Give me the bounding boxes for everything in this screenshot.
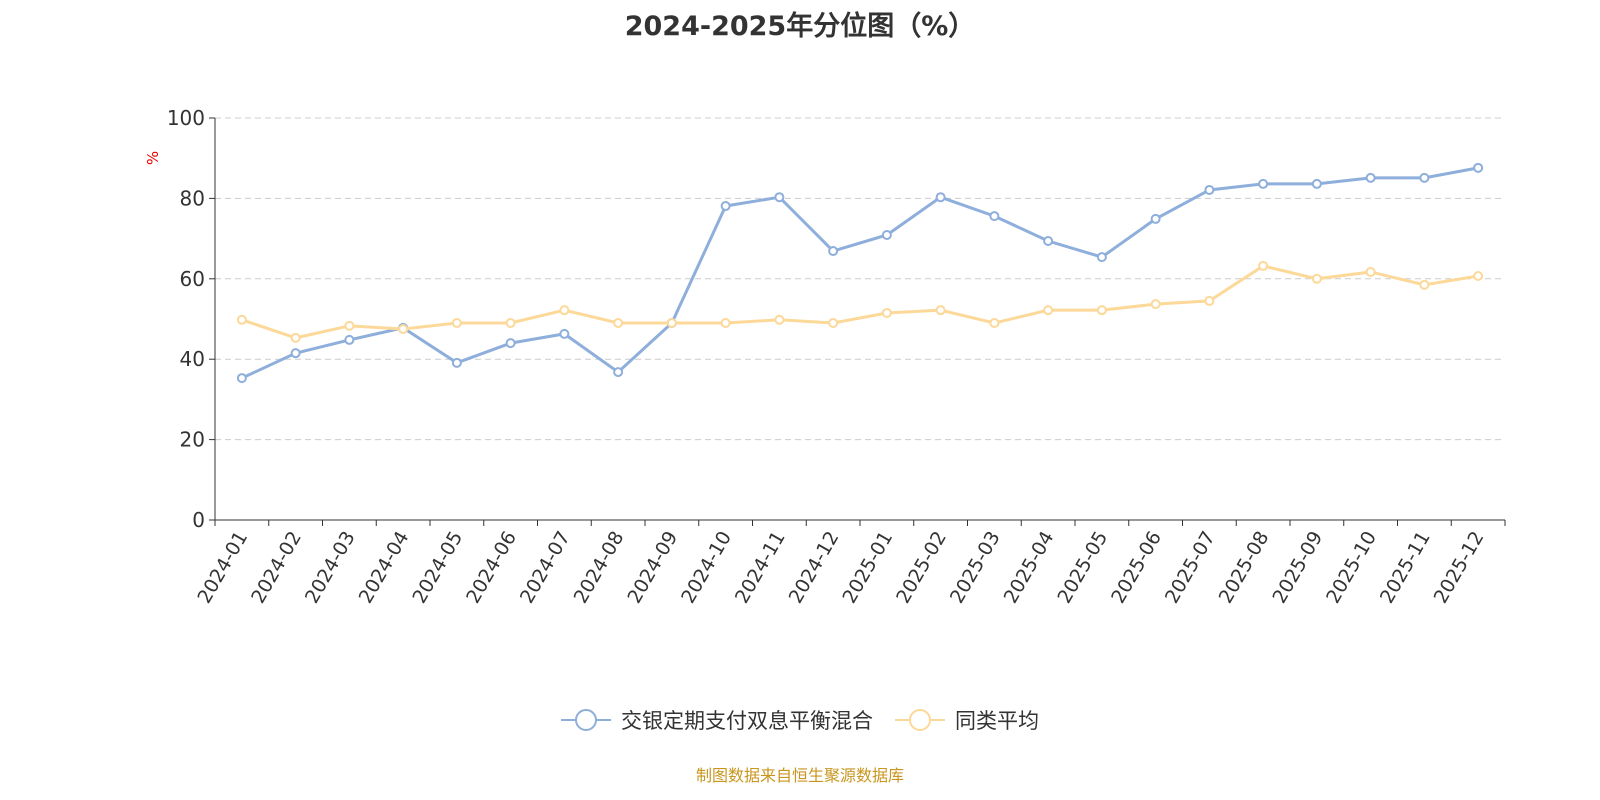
x-tick-label: 2024-10 [677,528,736,608]
data-point-1 [828,318,839,329]
data-point-1 [1150,299,1161,310]
x-tick-label: 2024-12 [785,528,844,608]
data-point-1 [451,318,462,329]
data-point-0 [720,201,731,212]
data-point-1 [344,320,355,331]
x-tick-label: 2025-11 [1376,528,1435,608]
x-tick-label: 2024-05 [408,528,467,608]
data-point-0 [1311,178,1322,189]
data-point-1 [720,318,731,329]
y-axis-label: % [144,151,162,165]
x-tick-label: 2025-07 [1161,528,1220,608]
data-point-0 [774,192,785,203]
legend-item-fund[interactable]: 交银定期支付双息平衡混合 [561,705,873,735]
chart-title: 2024-2025年分位图（%） [624,11,976,42]
legend-marker-icon [895,709,945,731]
data-point-0 [451,357,462,368]
x-tick-label: 2024-02 [247,528,306,608]
data-point-0 [1419,172,1430,183]
x-tick-label: 2025-02 [892,528,951,608]
data-point-0 [989,211,1000,222]
x-tick-label: 2024-03 [301,528,360,608]
data-point-0 [1365,172,1376,183]
data-point-1 [935,305,946,316]
data-point-1 [774,314,785,325]
data-point-0 [1043,236,1054,247]
x-tick-label: 2025-06 [1107,528,1166,608]
data-point-1 [613,318,624,329]
x-tick-label: 2025-03 [946,528,1005,608]
x-tick-label: 2025-05 [1053,528,1112,608]
x-tick-label: 2025-10 [1322,528,1381,608]
x-tick-label: 2025-09 [1268,528,1327,608]
data-point-0 [613,367,624,378]
legend-item-average[interactable]: 同类平均 [895,705,1039,735]
data-point-0 [344,334,355,345]
data-point-0 [828,246,839,257]
x-tick-label: 2024-01 [193,528,252,608]
legend-marker-icon [561,709,611,731]
x-tick-label: 2024-04 [355,528,414,608]
data-point-0 [236,373,247,384]
data-point-1 [1204,295,1215,306]
data-point-1 [1311,273,1322,284]
data-point-1 [989,318,1000,329]
legend-label: 交银定期支付双息平衡混合 [621,709,873,733]
legend: 交银定期支付双息平衡混合 同类平均 [0,705,1600,735]
data-point-1 [236,314,247,325]
data-point-1 [1473,270,1484,281]
data-point-1 [1365,266,1376,277]
data-point-1 [1043,305,1054,316]
data-point-1 [881,307,892,318]
data-point-0 [290,348,301,359]
y-tick-label: 100 [167,106,205,130]
series-line-0 [241,166,1479,380]
data-point-1 [398,324,409,335]
y-tick-label: 20 [180,428,205,452]
data-point-0 [505,338,516,349]
x-tick-label: 2025-12 [1430,528,1489,608]
data-point-1 [559,305,570,316]
x-tick-label: 2025-01 [838,528,897,608]
x-tick-label: 2024-11 [731,528,790,608]
y-tick-label: 40 [180,347,205,371]
x-tick-label: 2025-04 [1000,528,1059,608]
data-point-1 [1419,279,1430,290]
data-point-0 [1096,252,1107,263]
x-tick-label: 2024-08 [570,528,629,608]
data-point-1 [1258,260,1269,271]
x-tick-label: 2025-08 [1215,528,1274,608]
y-tick-label: 0 [192,508,205,532]
legend-label: 同类平均 [955,709,1039,733]
x-tick-label: 2024-09 [623,528,682,608]
data-point-1 [666,318,677,329]
y-tick-label: 80 [180,186,205,210]
data-point-0 [1150,213,1161,224]
line-chart: 020406080100%2024-012024-022024-032024-0… [144,106,1506,608]
data-point-0 [1473,162,1484,173]
data-point-0 [559,328,570,339]
y-tick-label: 60 [180,267,205,291]
data-point-0 [1204,184,1215,195]
data-source-note: 制图数据来自恒生聚源数据库 [695,766,904,785]
x-tick-label: 2024-07 [516,528,575,608]
series-line-1 [241,264,1479,340]
x-tick-label: 2024-06 [462,528,521,608]
data-point-1 [505,318,516,329]
data-point-1 [290,332,301,343]
data-point-0 [881,229,892,240]
data-point-0 [1258,178,1269,189]
data-point-0 [935,192,946,203]
data-point-1 [1096,305,1107,316]
